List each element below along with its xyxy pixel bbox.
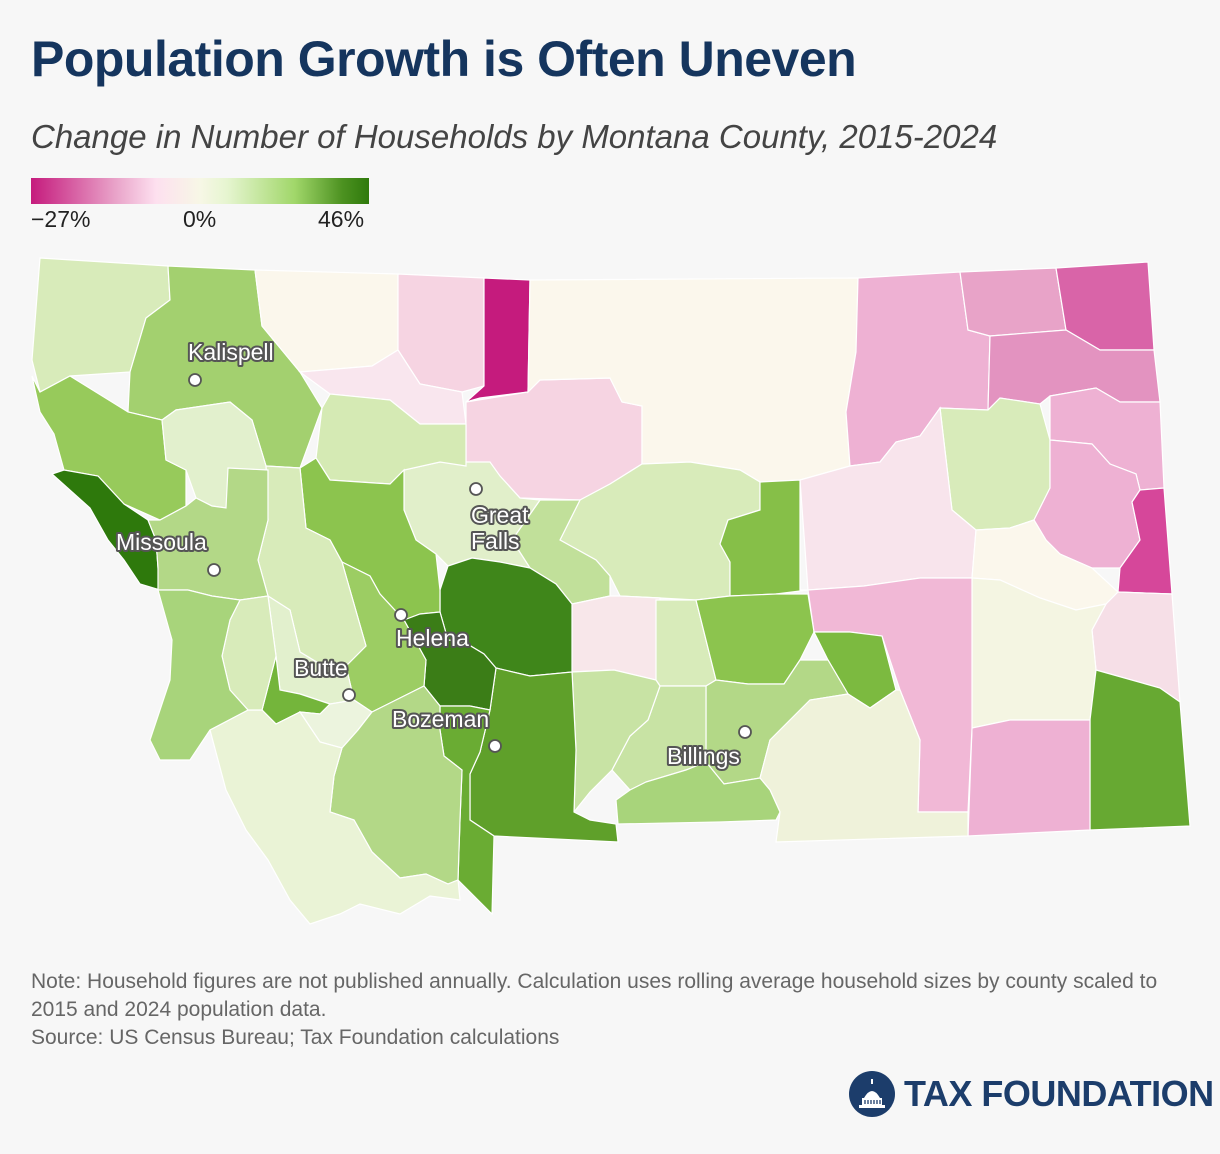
city-label-helena: Helena xyxy=(396,625,469,651)
city-dot-kalispell xyxy=(188,373,202,387)
county-layer xyxy=(31,257,1191,925)
footnote: Note: Household figures are not publishe… xyxy=(31,968,1171,1052)
chart-title: Population Growth is Often Uneven xyxy=(31,31,857,87)
legend-color-bar xyxy=(31,178,369,204)
county-carbon xyxy=(615,761,781,825)
legend-min-label: −27% xyxy=(31,206,91,232)
legend-mid-label: 0% xyxy=(183,206,217,232)
city-label-kalispell: Kalispell xyxy=(188,339,274,365)
city-label-missoula: Missoula xyxy=(116,529,207,555)
city-dot-missoula xyxy=(207,563,221,577)
city-dot-billings xyxy=(738,725,752,739)
county-big-horn xyxy=(759,689,969,843)
county-wibaux xyxy=(1117,487,1173,595)
city-dot-bozeman xyxy=(488,739,502,753)
city-markers: Kalispell Missoula Great Falls Helena But… xyxy=(114,337,752,771)
city-label-bozeman: Bozeman xyxy=(392,706,489,732)
county-missoula xyxy=(147,467,269,601)
county-beaverhead xyxy=(209,709,461,925)
county-wheatland xyxy=(571,595,661,681)
source-text: Source: US Census Bureau; Tax Foundation… xyxy=(31,1026,560,1049)
tax-foundation-logo: TAX FOUNDATION xyxy=(848,1070,1214,1118)
legend-max-label: 46% xyxy=(318,206,365,232)
county-mccone xyxy=(939,397,1051,531)
chart-subtitle: Change in Number of Households by Montan… xyxy=(31,118,998,155)
note-text: Note: Household figures are not publishe… xyxy=(31,970,1158,1021)
city-label-butte: Butte xyxy=(294,655,348,681)
logo-text: TAX FOUNDATION xyxy=(904,1073,1214,1114)
city-label-billings: Billings xyxy=(667,743,740,769)
county-ravalli xyxy=(149,589,249,761)
city-dot-butte xyxy=(342,688,356,702)
city-label-great-falls-text: Great xyxy=(471,502,529,528)
city-dot-great-falls xyxy=(469,482,483,496)
city-label-great-falls: Great Falls xyxy=(471,502,529,554)
city-label-great-falls-line2: Falls xyxy=(471,528,520,554)
county-daniels xyxy=(959,267,1067,337)
county-powder-river xyxy=(967,719,1091,837)
city-dot-helena xyxy=(394,608,408,622)
capitol-dome-icon xyxy=(849,1071,895,1117)
